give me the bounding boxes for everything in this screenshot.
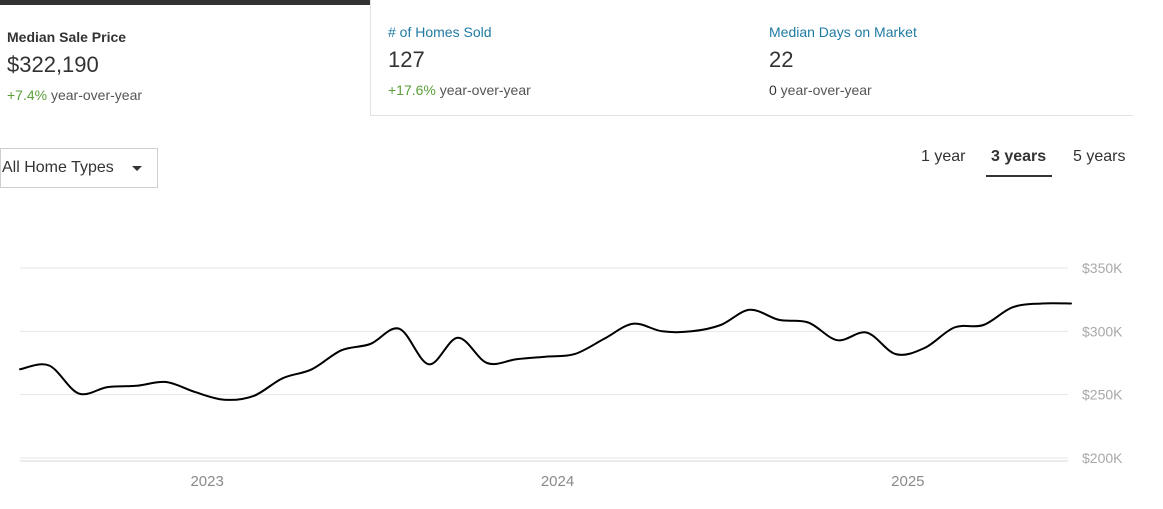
tab-divider [370, 0, 371, 116]
x-tick-label: 2024 [541, 473, 574, 490]
metric-tabs: Median Sale Price $322,190 +7.4% year-ov… [0, 0, 1133, 116]
y-tick-label: $300K [1082, 323, 1123, 339]
home-type-selected: All Home Types [2, 159, 114, 176]
tab-change: +7.4% year-over-year [7, 87, 142, 103]
range-1-year[interactable]: 1 year [921, 148, 966, 165]
price-line-chart: $350K $300K $250K $200K 2023 2024 2025 [19, 260, 1123, 490]
tab-change: 0 year-over-year [769, 82, 872, 98]
x-tick-label: 2025 [891, 473, 924, 490]
change-suffix: year-over-year [776, 82, 872, 98]
tab-label: Median Days on Market [769, 24, 917, 40]
tab-change: +17.6% year-over-year [388, 82, 531, 98]
tab-bottom-border [370, 115, 1133, 116]
x-axis-ticks: 2023 2024 2025 [190, 473, 924, 490]
home-type-dropdown[interactable]: All Home Types [0, 148, 158, 188]
y-tick-label: $200K [1082, 450, 1123, 466]
y-tick-label: $250K [1082, 387, 1123, 403]
change-percent: +7.4% [7, 87, 48, 103]
tab-value: 22 [769, 47, 794, 72]
tab-homes-sold[interactable]: # of Homes Sold 127 +17.6% year-over-yea… [381, 0, 761, 115]
tab-label: Median Sale Price [7, 29, 127, 45]
range-active-underline [986, 175, 1052, 177]
range-3-years[interactable]: 3 years [991, 148, 1047, 165]
tab-median-days-on-market[interactable]: Median Days on Market 22 0 year-over-yea… [762, 0, 1133, 115]
range-5-years[interactable]: 5 years [1073, 148, 1126, 165]
x-tick-label: 2023 [190, 473, 223, 490]
change-suffix: year-over-year [47, 87, 143, 103]
tab-median-sale-price[interactable]: Median Sale Price $322,190 +7.4% year-ov… [0, 0, 370, 115]
tab-value: $322,190 [7, 52, 99, 77]
caret-down-icon [132, 166, 142, 171]
y-tick-label: $350K [1082, 260, 1123, 276]
change-suffix: year-over-year [435, 82, 531, 98]
series-line [19, 302, 1072, 401]
tab-value: 127 [388, 47, 425, 72]
change-percent: +17.6% [388, 82, 436, 98]
tab-label: # of Homes Sold [388, 24, 492, 40]
y-axis-ticks: $350K $300K $250K $200K [1082, 260, 1123, 466]
chart-grid [20, 267, 1068, 462]
change-percent: 0 [769, 82, 777, 98]
